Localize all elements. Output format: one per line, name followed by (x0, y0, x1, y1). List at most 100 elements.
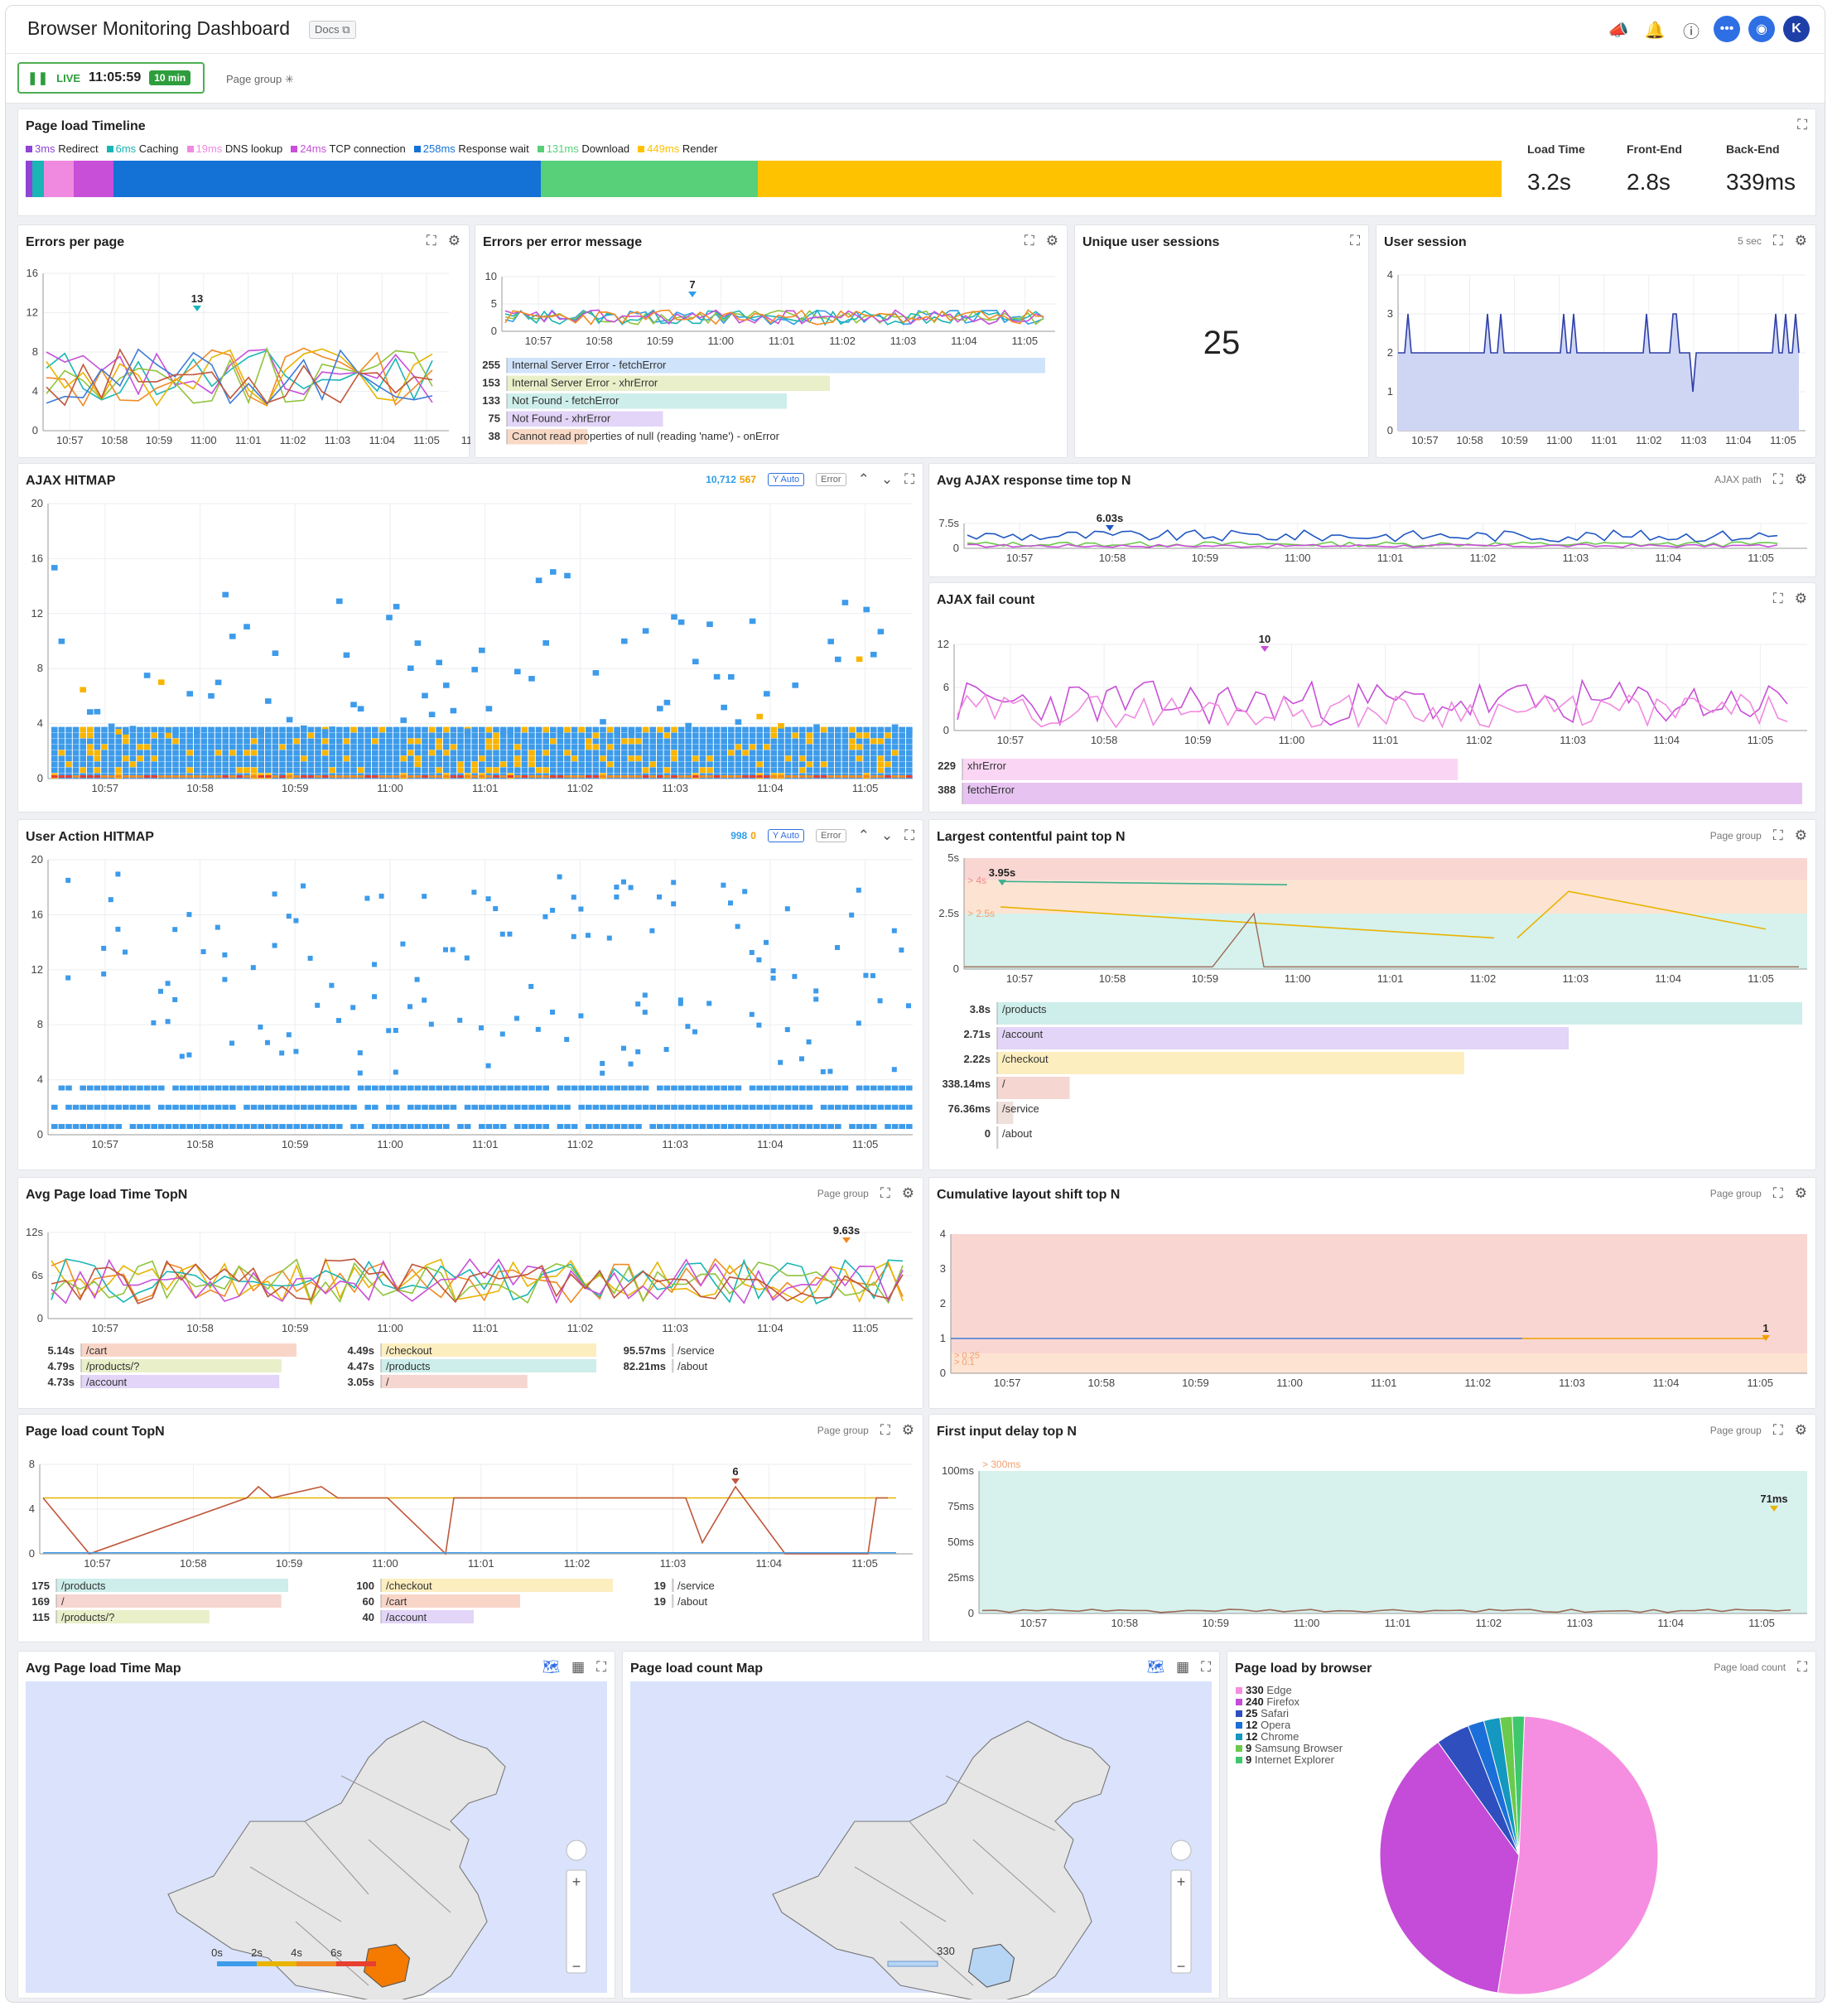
china-map-time[interactable]: +−0s 2s 4s 6s (18, 1652, 616, 1999)
map-view-icon[interactable]: 🗺 (1146, 1659, 1165, 1675)
expand-icon[interactable]: ⛶ (880, 1422, 890, 1438)
highlighted-province[interactable] (967, 1943, 1015, 1988)
gear-icon[interactable]: ⚙ (901, 1185, 914, 1201)
legend-item[interactable]: 12 Chrome (1236, 1731, 1343, 1743)
y-auto-toggle[interactable]: Y Auto (767, 472, 805, 486)
gear-icon[interactable]: ⚙ (1794, 591, 1807, 606)
x-tick-label: 10:59 (1182, 1377, 1209, 1389)
expand-icon[interactable]: ⛶ (904, 827, 914, 843)
hit-cell (315, 750, 321, 756)
pause-icon[interactable]: ❚❚ (27, 71, 49, 85)
bell-icon[interactable]: 🔔 (1644, 21, 1666, 40)
hit-cell (386, 738, 393, 745)
hit-cell (642, 761, 649, 768)
gear-icon[interactable]: ⚙ (901, 1422, 914, 1438)
filter-label[interactable]: Page group (1709, 1187, 1762, 1199)
hit-cell (635, 1001, 641, 1007)
chat-icon[interactable]: ••• (1714, 16, 1740, 42)
hit-cell (186, 1124, 193, 1130)
filter-label[interactable]: Page group (1709, 829, 1762, 842)
expand-icon[interactable]: ⛶ (596, 1659, 606, 1675)
hit-cell (535, 1085, 542, 1091)
expand-icon[interactable]: ⛶ (1772, 1185, 1783, 1201)
highlighted-province[interactable] (363, 1943, 411, 1988)
hit-cell (764, 939, 769, 945)
hit-cell (222, 775, 229, 778)
hit-cell (315, 767, 321, 774)
legend-item[interactable]: 240 Firefox (1236, 1696, 1343, 1708)
live-control[interactable]: ❚❚ LIVE 11:05:59 10 min (17, 62, 205, 94)
expand-icon[interactable]: ⛶ (1797, 117, 1807, 133)
error-toggle[interactable]: Error (816, 828, 846, 842)
hit-cell (286, 726, 293, 733)
page-group-filter[interactable]: Page group ✳ (226, 73, 294, 86)
filter-label[interactable]: AJAX path (1714, 473, 1762, 485)
gear-icon[interactable]: ⚙ (447, 233, 460, 248)
docs-link[interactable]: Docs ⧉ (309, 21, 356, 39)
gear-icon[interactable]: ⚙ (1794, 1185, 1807, 1201)
hit-cell (400, 744, 407, 750)
legend-item[interactable]: 9 Samsung Browser (1236, 1743, 1343, 1754)
filter-label[interactable]: Page group (817, 1424, 869, 1436)
hit-cell (778, 1085, 784, 1091)
legend-item[interactable]: 9 Internet Explorer (1236, 1754, 1343, 1766)
hit-cell (222, 952, 228, 957)
china-map-count[interactable]: +−330 (623, 1652, 1221, 1999)
info-panel-icon[interactable]: ⓘ (1683, 22, 1700, 41)
expand-icon[interactable]: ⛶ (1772, 827, 1783, 843)
expand-icon[interactable]: ⛶ (1772, 471, 1783, 487)
hit-cell (586, 775, 592, 778)
gear-icon[interactable]: ⚙ (1794, 827, 1807, 843)
filter-label[interactable]: Page group (1709, 1424, 1762, 1436)
expand-icon[interactable]: ⛶ (426, 233, 436, 248)
expand-icon[interactable]: ⛶ (904, 471, 914, 487)
row-label: /account (86, 1376, 128, 1388)
panel-title: Largest contentful paint top N (937, 830, 1126, 844)
expand-icon[interactable]: ⛶ (1772, 233, 1783, 248)
expand-icon[interactable]: ⛶ (1024, 233, 1034, 248)
table-view-icon[interactable]: ▦ (1176, 1659, 1190, 1675)
y-auto-toggle[interactable]: Y Auto (767, 828, 805, 842)
filter-label[interactable]: Page group (817, 1187, 869, 1199)
time-range-button[interactable]: 10 min (149, 70, 191, 85)
gear-icon[interactable]: ⚙ (1794, 233, 1807, 248)
row-label: Not Found - xhrError (512, 412, 611, 425)
hit-cell (528, 755, 535, 762)
error-toggle[interactable]: Error (816, 472, 846, 486)
hit-cell (350, 744, 357, 750)
filter-label[interactable]: Page load count (1714, 1661, 1786, 1673)
hit-cell (80, 755, 86, 762)
china-map-shape[interactable] (772, 1720, 1111, 1999)
user-action-hitmap-chart[interactable]: 10:57 10:58 10:59 11:00 11:01 11:02 11:03 11:04… (18, 820, 924, 1171)
legend-item[interactable]: 12 Opera (1236, 1719, 1343, 1731)
megaphone-icon[interactable]: 📣 (1608, 21, 1629, 40)
expand-icon[interactable]: ⛶ (1201, 1659, 1211, 1675)
hit-cell (841, 761, 849, 768)
expand-icon[interactable]: ⛶ (1350, 233, 1360, 248)
expand-icon[interactable]: ⛶ (1797, 1659, 1807, 1675)
gear-icon[interactable]: ⚙ (1794, 1422, 1807, 1438)
x-tick-label: 10:57 (56, 434, 84, 446)
legend-item[interactable]: 25 Safari (1236, 1708, 1343, 1719)
table-view-icon[interactable]: ▦ (571, 1659, 586, 1675)
gear-icon[interactable]: ⚙ (1794, 471, 1807, 487)
china-map-shape[interactable] (167, 1720, 506, 1999)
expand-icon[interactable]: ⛶ (880, 1185, 890, 1201)
hit-cell (706, 1085, 713, 1091)
ajax-hitmap-chart[interactable]: 10:57 10:58 10:59 11:00 11:01 11:02 11:03 11:04… (18, 464, 924, 813)
hit-cell (856, 775, 863, 778)
chevron-down-icon[interactable]: ⌄ (880, 471, 894, 487)
legend-item[interactable]: 330 Edge (1236, 1685, 1343, 1696)
hit-cell (742, 750, 749, 756)
chevron-up-icon[interactable]: ⌃ (857, 827, 870, 843)
avatar[interactable]: K (1783, 16, 1810, 42)
x-tick-label: 11:03 (890, 335, 917, 347)
discord-icon[interactable]: ◉ (1748, 16, 1775, 42)
gear-icon[interactable]: ⚙ (1045, 233, 1058, 248)
expand-icon[interactable]: ⛶ (1772, 591, 1783, 606)
chevron-down-icon[interactable]: ⌄ (880, 827, 894, 843)
map-view-icon[interactable]: 🗺 (542, 1659, 561, 1675)
expand-icon[interactable]: ⛶ (1772, 1422, 1783, 1438)
hit-cell (393, 1028, 398, 1034)
chevron-up-icon[interactable]: ⌃ (857, 471, 870, 487)
